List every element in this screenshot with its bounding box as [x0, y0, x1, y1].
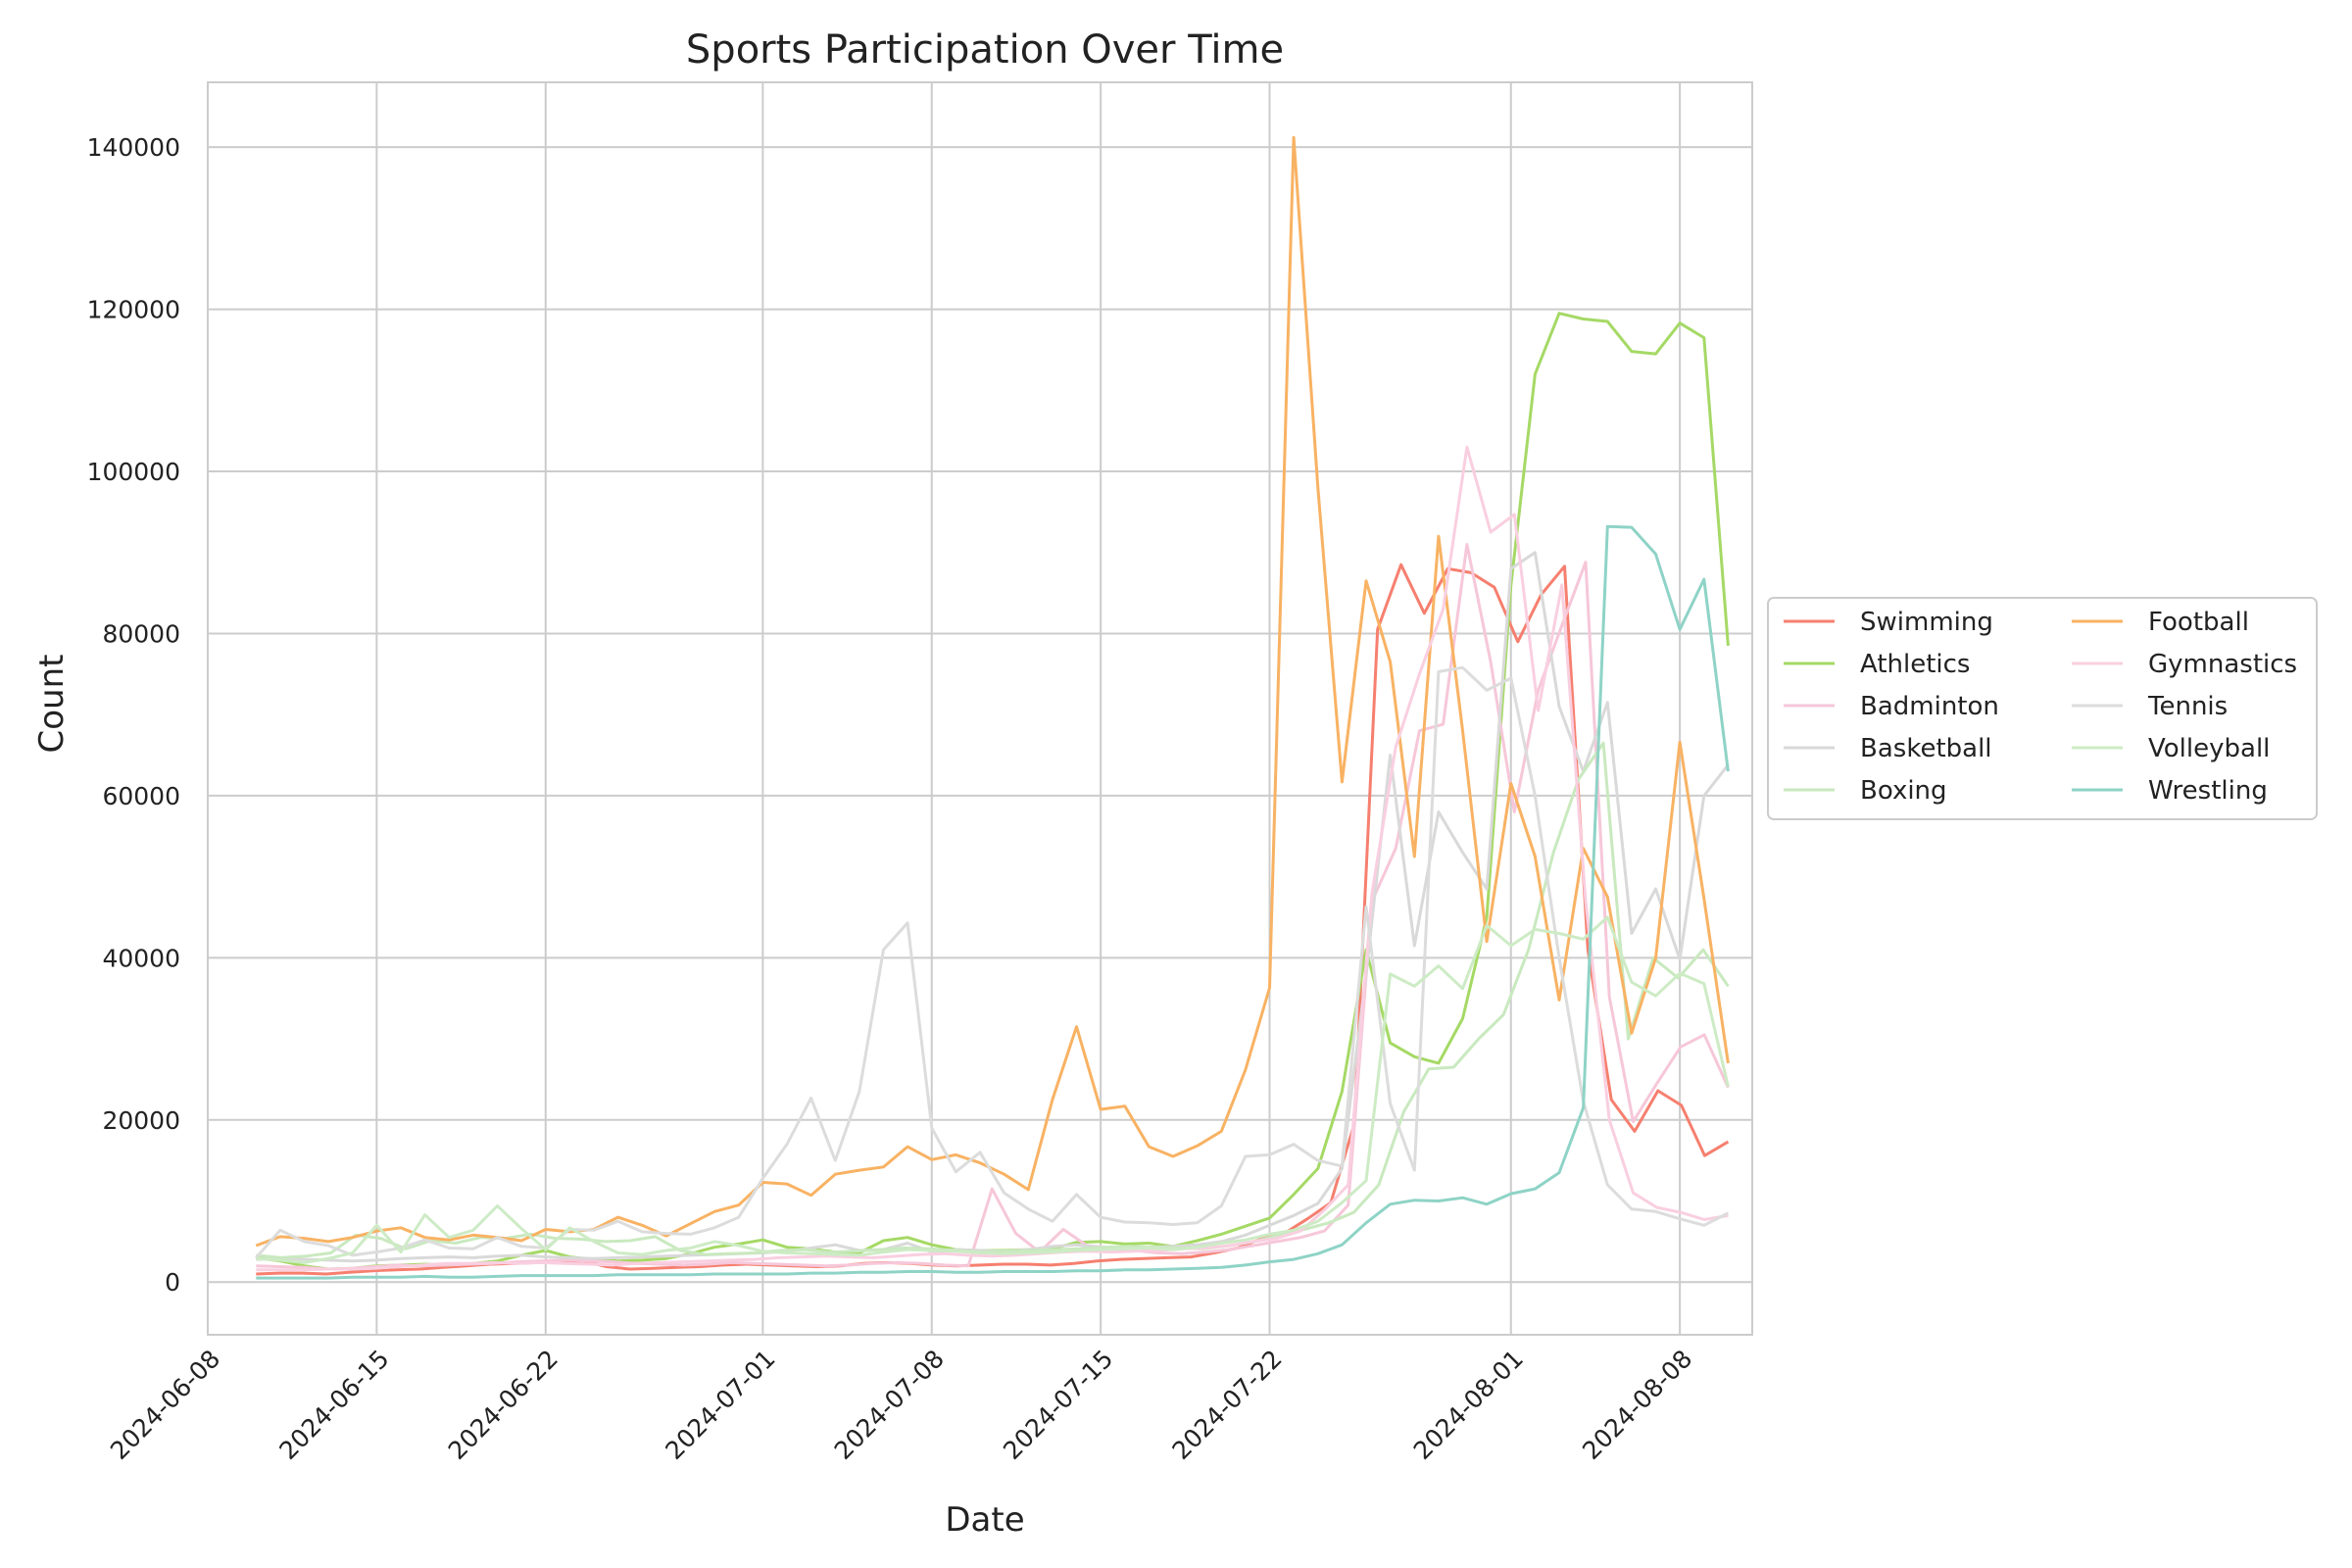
legend-label: Boxing [1860, 776, 1947, 806]
series-lines [255, 135, 1730, 1280]
series-line-basketball [256, 551, 1730, 1263]
series-line-boxing [256, 741, 1730, 1259]
y-tick-label: 0 [165, 1268, 180, 1297]
y-tick-label: 140000 [87, 133, 180, 162]
legend-label: Badminton [1860, 692, 1999, 721]
series-line-gymnastics [256, 445, 1729, 1272]
x-tick-label: 2024-08-08 [1577, 1345, 1697, 1465]
legend-label: Football [2148, 608, 2249, 637]
x-tick-label: 2024-07-08 [829, 1345, 950, 1465]
legend-label: Wrestling [2148, 776, 2268, 806]
y-tick-label: 40000 [102, 944, 180, 972]
y-tick-label: 120000 [87, 296, 180, 324]
y-tick-label: 100000 [87, 458, 180, 486]
legend-label: Volleyball [2148, 734, 2270, 763]
x-axis-ticks: 2024-06-08 2024-06-15 2024-06-22 2024-07-01… [105, 1345, 1697, 1465]
legend-label: Swimming [1860, 608, 1993, 637]
x-tick-label: 2024-06-15 [273, 1345, 394, 1465]
legend-label: Basketball [1860, 734, 1992, 763]
series-line-wrestling [256, 524, 1730, 1280]
legend: Swimming Athletics Badminton Basketball Boxi… [1767, 597, 2318, 820]
x-tick-label: 2024-07-15 [998, 1345, 1118, 1465]
x-tick-label: 2024-07-01 [660, 1345, 780, 1465]
series-line-athletics [256, 312, 1730, 1271]
x-axis-title: Date [945, 1500, 1024, 1540]
plot-area-frame [207, 81, 1753, 1336]
gridlines [207, 82, 1752, 1335]
y-axis-title: Count [32, 655, 72, 754]
y-tick-label: 20000 [102, 1106, 180, 1135]
x-tick-label: 2024-08-01 [1408, 1345, 1529, 1465]
legend-label: Gymnastics [2148, 650, 2297, 679]
series-line-football [255, 135, 1730, 1248]
y-axis-ticks: 0 20000 40000 60000 80000 100000 120000 140000 [87, 133, 180, 1297]
x-tick-label: 2024-06-08 [105, 1345, 225, 1465]
series-line-tennis [255, 665, 1730, 1259]
y-tick-label: 80000 [102, 619, 180, 648]
legend-box [1767, 597, 2318, 820]
legend-label: Tennis [2147, 692, 2228, 721]
legend-label: Athletics [1860, 650, 1970, 679]
series-line-volleyball [256, 915, 1730, 1264]
y-tick-label: 60000 [102, 782, 180, 810]
x-tick-label: 2024-06-22 [443, 1345, 564, 1465]
chart-title: Sports Participation Over Time [686, 27, 1284, 73]
x-tick-label: 2024-07-22 [1166, 1345, 1287, 1465]
